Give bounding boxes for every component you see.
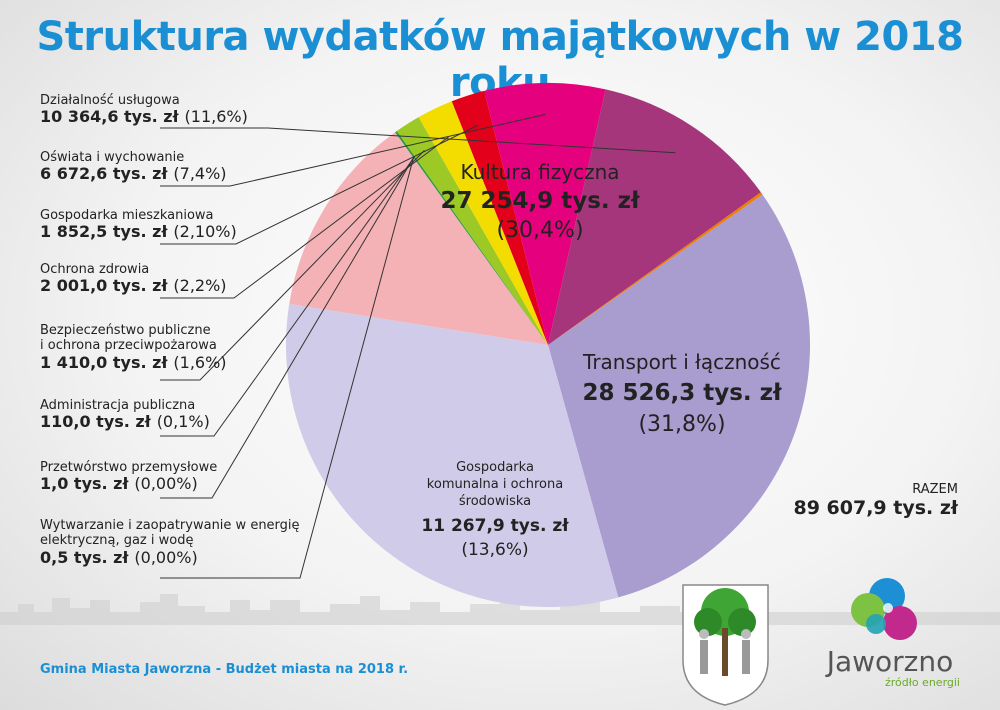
category-name: Działalność usługowa [40,93,180,108]
category-value: 1 852,5 tys. zł [40,222,168,242]
slice-value: 28 526,3 tys. zł [582,380,782,406]
leader-line [160,150,425,381]
category-name: Ochrona zdrowia [40,262,150,277]
pie-slice [396,117,548,346]
slice-label-transport: Transport i łączność 28 526,3 tys. zł (3… [548,350,816,437]
category-name: Wytwarzanie i zaopatrywanie w energię el… [40,518,300,549]
slice-label-komunalna: Gospodarka komunalna i ochrona środowisk… [415,460,575,561]
leader-lines [160,114,676,579]
category-name: Administracja publiczna [40,398,196,413]
category-value: 1,0 tys. zł [40,474,129,494]
pie-slices [285,82,811,608]
leader-line [160,157,414,499]
category-value: 110,0 tys. zł [40,412,151,432]
pie-slice [418,101,548,345]
coat-of-arms [682,584,769,706]
category-value: 10 364,6 tys. zł [40,107,179,127]
category-name: Gospodarka mieszkaniowa [40,208,214,223]
pie-slice [395,132,548,345]
slice-label-kultura: Kultura fizyczna 27 254,9 tys. zł (30,4%… [420,160,660,243]
category-percent: (7,4%) [173,164,227,184]
category-percent: (0,00%) [134,474,198,494]
footer-text: Gmina Miasta Jaworzna - Budżet miasta na… [40,662,409,677]
slice-value: 11 267,9 tys. zł [421,515,569,536]
leader-line [160,156,415,437]
category-name: Przetwórstwo przemysłowe [40,460,218,475]
pie-slice [395,132,548,345]
total-block: RAZEM 89 607,9 tys. zł [794,482,959,519]
category-label: Wytwarzanie i zaopatrywanie w energię el… [40,518,300,568]
slice-name: Gospodarka komunalna i ochrona środowisk… [426,460,564,509]
brand-block: Jaworzno źródło energii [800,645,980,690]
page-title: Struktura wydatków majątkowych w 2018 ro… [36,14,965,106]
category-name: Oświata i wychowanie [40,150,185,165]
category-label: Administracja publiczna 110,0 tys. zł (0,1… [40,398,210,432]
category-value: 0,5 tys. zł [40,547,129,567]
category-label: Oświata i wychowanie 6 672,6 tys. zł (7,4%… [40,150,227,184]
category-percent: (1,6%) [173,352,227,372]
pie-slice [395,131,548,345]
total-value: 89 607,9 tys. zł [793,497,959,519]
pie-slice [451,90,548,345]
leader-line [160,114,546,187]
pie-slice [289,132,548,345]
category-percent: (0,1%) [156,412,210,432]
pie-slice [484,82,606,345]
category-label: Ochrona zdrowia 2 001,0 tys. zł (2,2%) [40,262,227,296]
category-value: 2 001,0 tys. zł [40,276,168,296]
category-percent: (2,2%) [173,276,227,296]
brand-tagline: źródło energii [884,676,960,689]
total-label: RAZEM [912,482,958,497]
slice-pct: (31,8%) [638,412,726,437]
category-label: Bezpieczeństwo publiczne i ochrona przec… [40,323,227,373]
slice-pct: (30,4%) [496,218,584,243]
leader-line [160,127,676,154]
slice-name: Kultura fizyczna [460,160,620,184]
pie-slice [548,192,763,345]
category-percent: (2,10%) [173,222,237,242]
brand-name: Jaworzno [826,645,954,678]
category-percent: (0,00%) [134,547,198,567]
category-name: Bezpieczeństwo publiczne i ochrona przec… [40,323,217,354]
pie-slice [548,89,761,345]
pie-slice [285,303,619,608]
pie-slice [548,194,811,598]
category-percent: (11,6%) [184,107,248,127]
leader-line [160,136,449,299]
slice-name: Transport i łączność [583,350,781,374]
category-label: Gospodarka mieszkaniowa 1 852,5 tys. zł (2… [40,208,237,242]
leader-line [160,125,478,245]
category-value: 6 672,6 tys. zł [40,164,168,184]
jaworzno-logo [851,578,917,640]
leader-line [160,157,414,579]
category-label: Przetwórstwo przemysłowe 1,0 tys. zł (0,00… [40,460,217,494]
slice-pct: (13,6%) [461,539,529,560]
slice-value: 27 254,9 tys. zł [440,188,640,214]
category-value: 1 410,0 tys. zł [40,352,168,372]
category-label: Działalność usługowa 10 364,6 tys. zł (11,… [40,93,248,127]
